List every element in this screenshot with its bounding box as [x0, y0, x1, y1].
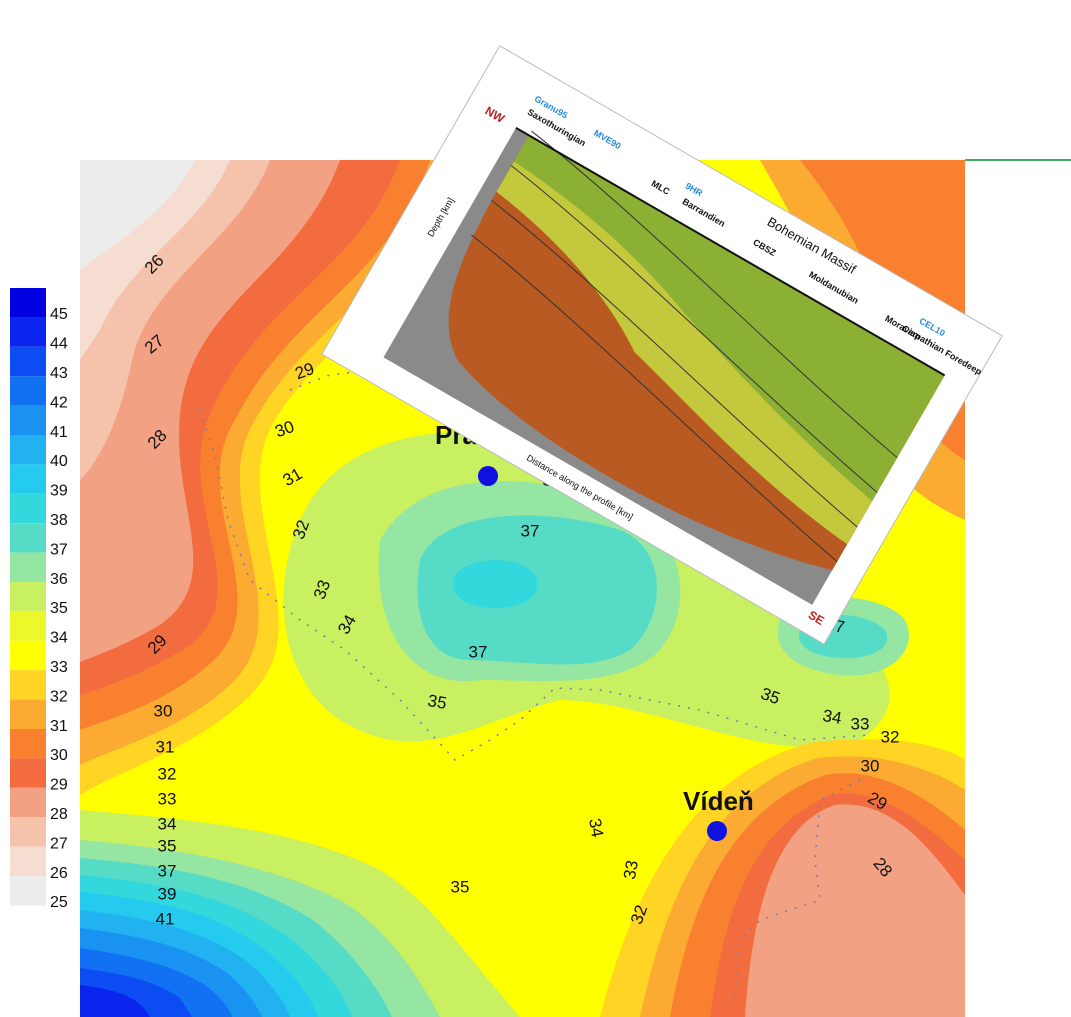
legend-swatch — [10, 611, 46, 640]
legend-label: 42 — [50, 394, 68, 411]
legend-swatch — [10, 317, 46, 346]
legend-swatch — [10, 523, 46, 552]
legend-swatch — [10, 670, 46, 699]
legend-label: 33 — [50, 659, 68, 676]
legend-swatch — [10, 700, 46, 729]
legend-label: 32 — [50, 688, 68, 705]
legend-label: 31 — [50, 718, 68, 735]
legend-label: 39 — [50, 483, 68, 500]
legend-label: 27 — [50, 835, 68, 852]
legend-swatch — [10, 876, 46, 905]
contour-label: 34 — [158, 814, 177, 833]
contour-label: 32 — [158, 764, 177, 783]
contour-label: 34 — [585, 817, 607, 839]
contour-label: 35 — [451, 877, 470, 896]
contour-label: 31 — [156, 737, 175, 756]
legend-swatch — [10, 847, 46, 876]
legend-swatch — [10, 288, 46, 317]
legend-swatch — [10, 788, 46, 817]
legend-label: 45 — [50, 306, 68, 323]
contour-label: 33 — [620, 859, 642, 881]
legend-label: 43 — [50, 365, 68, 382]
legend-label: 25 — [50, 894, 68, 911]
legend-swatch — [10, 435, 46, 464]
legend-swatch — [10, 641, 46, 670]
city-dot — [707, 821, 727, 841]
legend-swatch — [10, 553, 46, 582]
legend-label: 26 — [50, 865, 68, 882]
legend-label: 41 — [50, 424, 68, 441]
legend-label: 44 — [50, 336, 68, 353]
contour-label: 35 — [426, 691, 448, 713]
legend-swatch — [10, 347, 46, 376]
legend-label: 36 — [50, 571, 68, 588]
contour-label: 35 — [158, 836, 177, 855]
contour-label: 34 — [821, 706, 843, 728]
legend-label: 30 — [50, 747, 68, 764]
legend-label: 29 — [50, 777, 68, 794]
city-label: Vídeň — [683, 786, 754, 816]
city-dot — [478, 466, 498, 486]
legend-label: 28 — [50, 806, 68, 823]
contour-label: 30 — [154, 701, 173, 720]
contour-label: 37 — [521, 521, 540, 540]
contour-label: 33 — [851, 714, 870, 733]
contour-label: 30 — [861, 756, 880, 775]
map-figure: 45 44 43 42 41 40 39 38 37 36 35 34 33 32 31 30 29 28 27 26… — [0, 0, 1071, 1017]
contour-label: 39 — [158, 884, 177, 903]
legend-label: 38 — [50, 512, 68, 529]
legend-label: 40 — [50, 453, 68, 470]
contour-label: 37 — [469, 642, 488, 661]
legend-swatch — [10, 494, 46, 523]
legend-swatch — [10, 582, 46, 611]
legend-swatch — [10, 464, 46, 493]
legend-swatch — [10, 406, 46, 435]
legend-label: 37 — [50, 541, 68, 558]
contour-label: 32 — [881, 727, 900, 746]
legend-swatch — [10, 729, 46, 758]
legend-label: 34 — [50, 630, 68, 647]
legend-swatch — [10, 376, 46, 405]
contour-label: 37 — [158, 861, 177, 880]
contour-band — [453, 560, 537, 608]
contour-label: 33 — [158, 789, 177, 808]
legend-label: 35 — [50, 600, 68, 617]
legend-swatch — [10, 817, 46, 846]
legend-swatch — [10, 758, 46, 787]
contour-label: 41 — [156, 909, 175, 928]
